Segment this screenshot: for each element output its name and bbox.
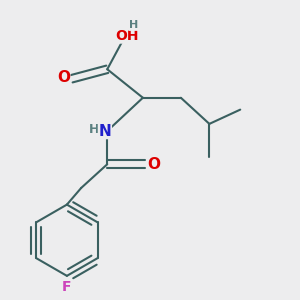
Text: H: H	[89, 123, 99, 136]
Text: OH: OH	[116, 29, 139, 43]
Text: O: O	[147, 157, 160, 172]
Text: F: F	[62, 280, 72, 293]
Text: O: O	[57, 70, 70, 85]
Text: H: H	[129, 20, 138, 30]
Text: N: N	[98, 124, 111, 139]
